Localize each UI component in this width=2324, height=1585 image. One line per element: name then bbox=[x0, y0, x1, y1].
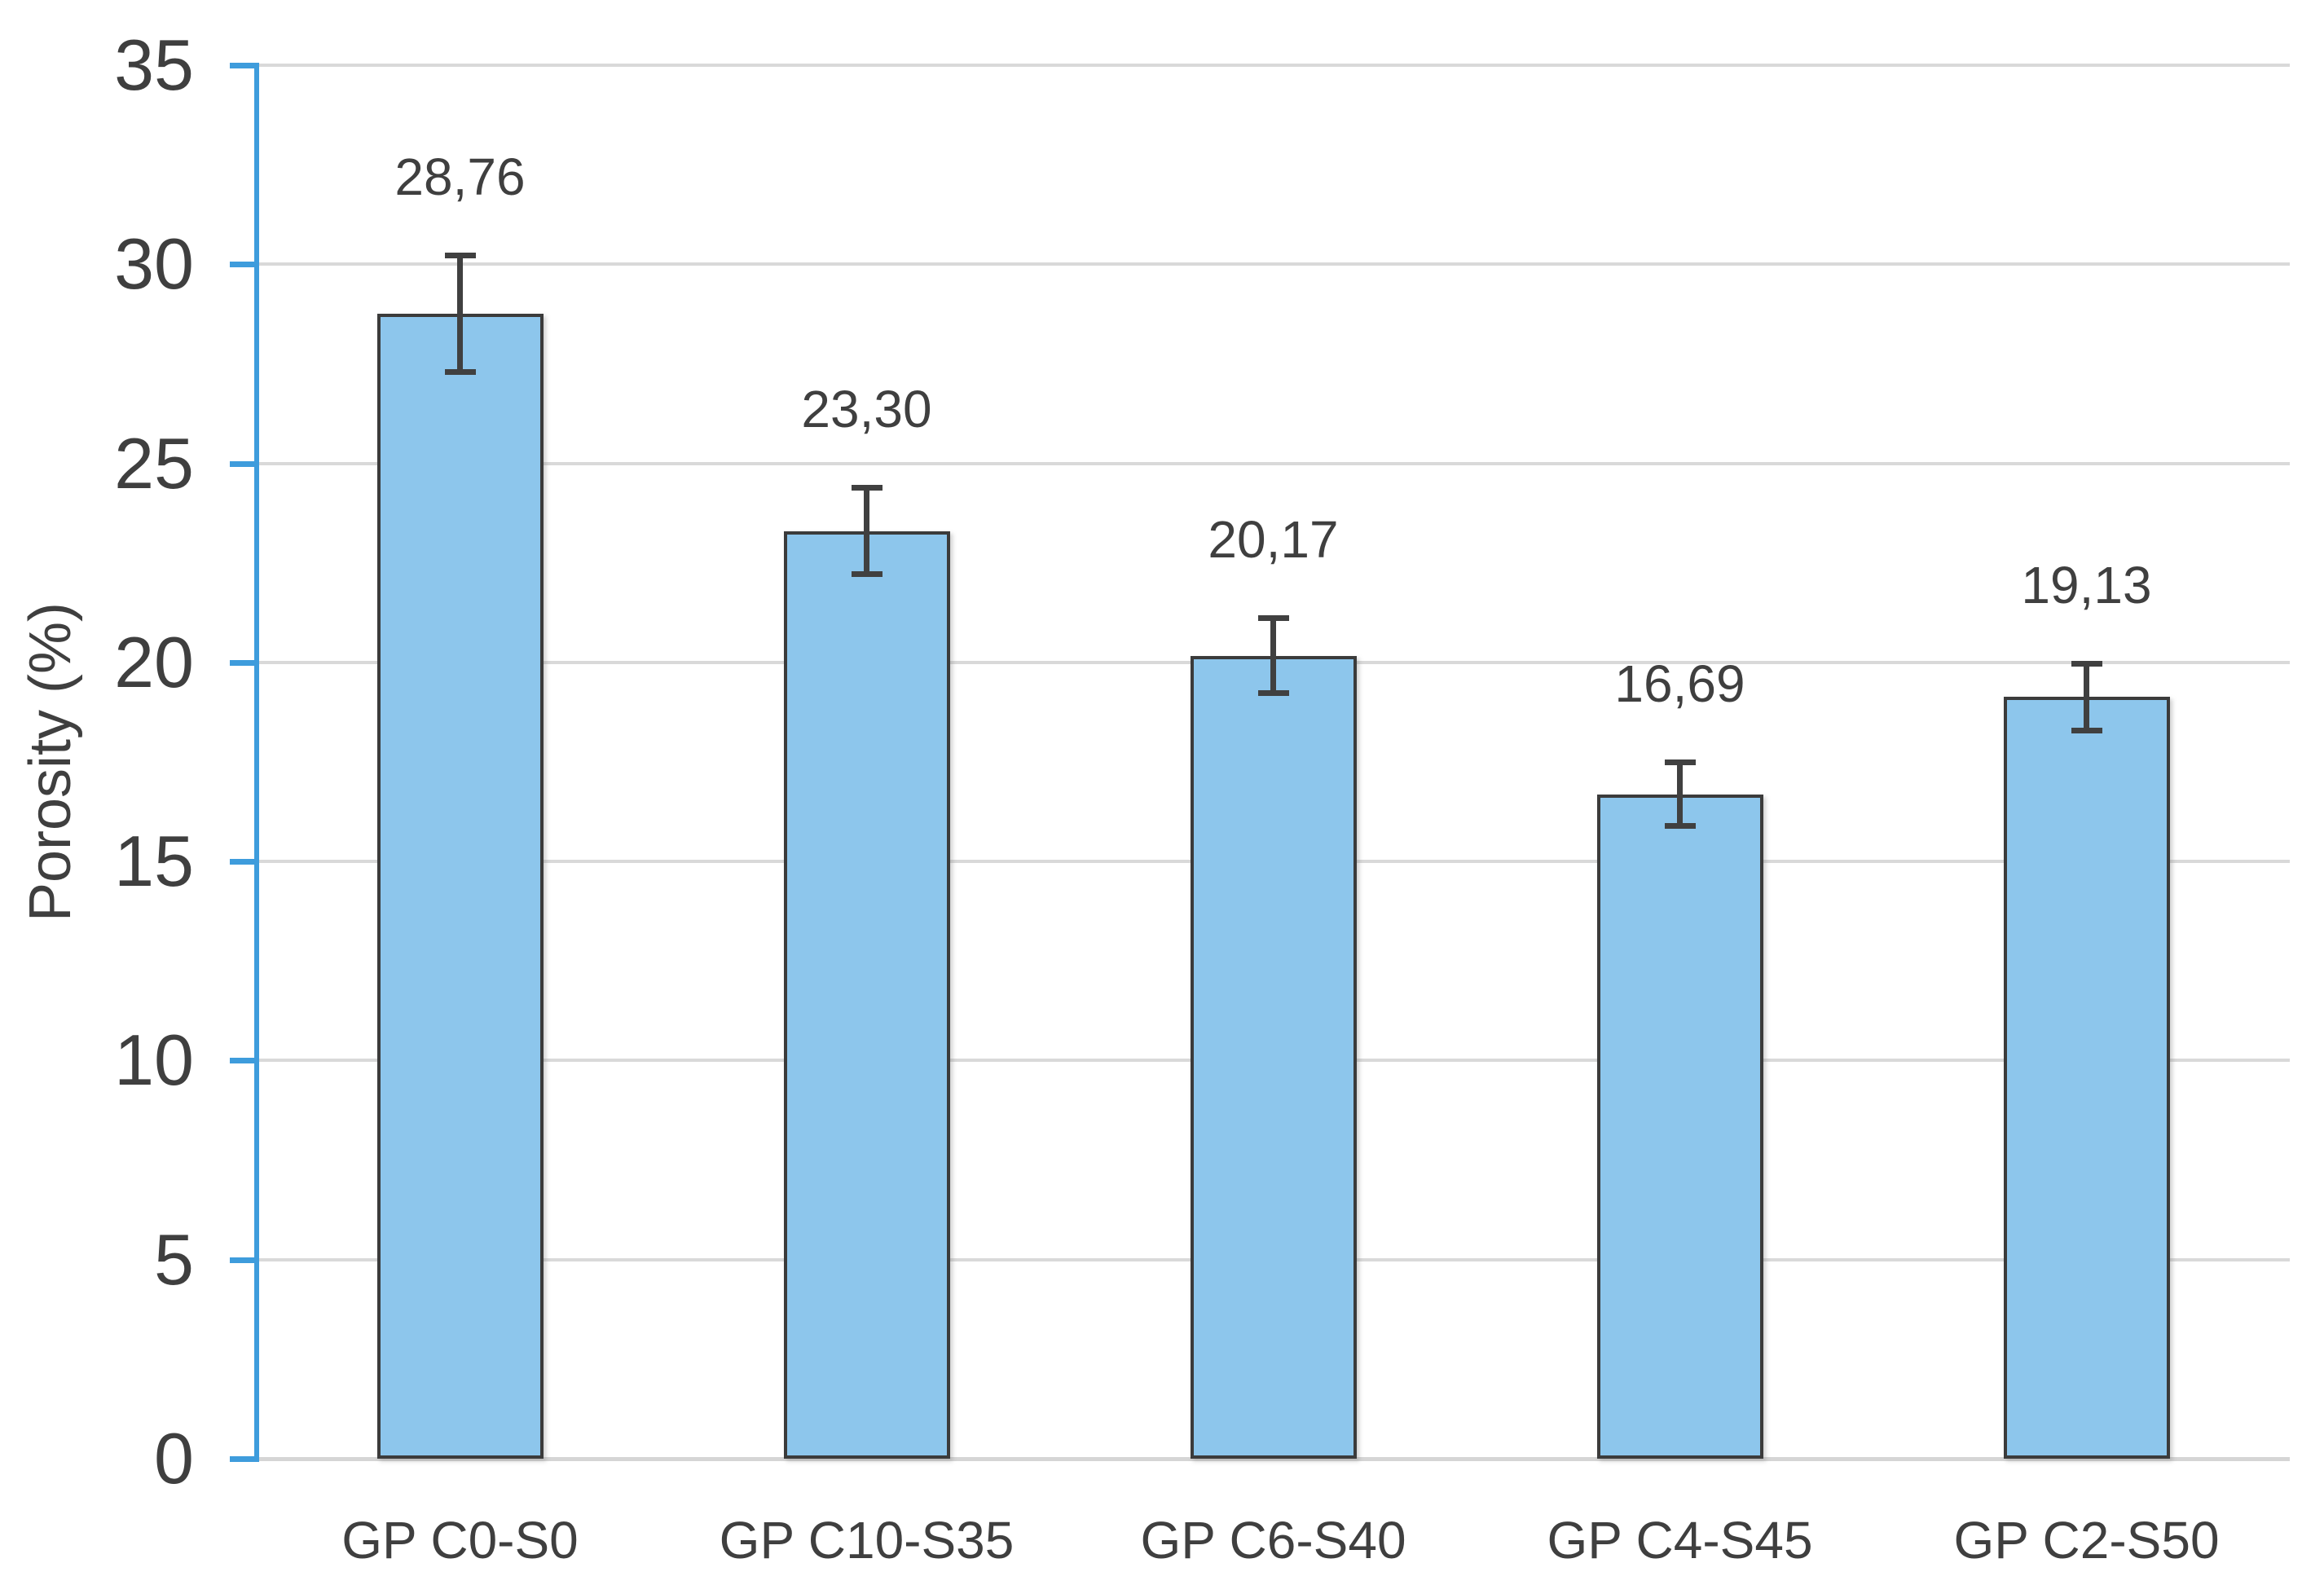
y-axis-tick-label: 30 bbox=[114, 223, 194, 305]
bar-value-label: 19,13 bbox=[2021, 555, 2152, 614]
bar-value-label: 20,17 bbox=[1208, 510, 1339, 570]
y-axis-tick-label: 0 bbox=[154, 1418, 194, 1499]
y-axis-tick-label: 35 bbox=[114, 24, 194, 105]
error-bar-cap-top bbox=[1664, 759, 1696, 766]
y-axis-tick-mark bbox=[230, 460, 259, 467]
y-axis-tick-mark bbox=[230, 859, 259, 865]
y-axis-tick-mark bbox=[230, 1456, 259, 1462]
error-bar-line bbox=[1677, 762, 1683, 826]
bar bbox=[376, 313, 544, 1459]
bar-value-label: 16,69 bbox=[1614, 654, 1745, 714]
y-axis-tick-mark bbox=[230, 1257, 259, 1263]
error-bar-cap-bottom bbox=[1257, 689, 1289, 696]
error-bar-cap-bottom bbox=[851, 571, 883, 578]
gridline bbox=[257, 64, 2290, 67]
error-bar-cap-top bbox=[1257, 615, 1289, 622]
x-axis-category-label: GP C0-S0 bbox=[341, 1511, 579, 1570]
y-axis-tick-mark bbox=[230, 659, 259, 666]
bar bbox=[783, 531, 950, 1459]
plot-area: 28,76 23,30 20,17 16,69 19,13 bbox=[257, 64, 2290, 1461]
error-bar-line bbox=[457, 254, 463, 373]
y-axis-line bbox=[254, 65, 259, 1462]
bar-value-label: 23,30 bbox=[801, 379, 932, 438]
gridline bbox=[257, 262, 2290, 266]
bar bbox=[2003, 697, 2170, 1459]
y-axis-tick-mark bbox=[230, 63, 259, 68]
baseline bbox=[257, 1457, 2290, 1461]
x-axis-category-label: GP C10-S35 bbox=[719, 1511, 1015, 1570]
error-bar-cap-bottom bbox=[1664, 822, 1696, 829]
error-bar-line bbox=[1270, 618, 1276, 693]
y-axis-tick-label: 25 bbox=[114, 422, 194, 504]
error-bar-line bbox=[2084, 663, 2089, 731]
error-bar-cap-top bbox=[444, 252, 476, 258]
y-axis-tick-label: 20 bbox=[114, 621, 194, 702]
bar bbox=[1596, 794, 1763, 1459]
y-axis-tick-label: 5 bbox=[154, 1218, 194, 1300]
x-axis-category-label: GP C2-S50 bbox=[1953, 1511, 2220, 1570]
x-axis-category-label: GP C4-S45 bbox=[1547, 1511, 1813, 1570]
error-bar-cap-bottom bbox=[444, 369, 476, 376]
y-axis-tick-label: 10 bbox=[114, 1019, 194, 1101]
y-axis-tick-mark bbox=[230, 1058, 259, 1064]
bar-value-label: 28,76 bbox=[394, 147, 526, 206]
bar bbox=[1190, 655, 1357, 1459]
y-axis-tick-label: 15 bbox=[114, 821, 194, 902]
error-bar-cap-top bbox=[2071, 660, 2102, 667]
error-bar-cap-bottom bbox=[2071, 727, 2102, 733]
y-axis-tick-mark bbox=[230, 262, 259, 268]
error-bar-cap-top bbox=[851, 484, 883, 491]
x-axis-category-label: GP C6-S40 bbox=[1140, 1511, 1406, 1570]
gridline bbox=[257, 461, 2290, 465]
error-bar-line bbox=[864, 487, 869, 575]
